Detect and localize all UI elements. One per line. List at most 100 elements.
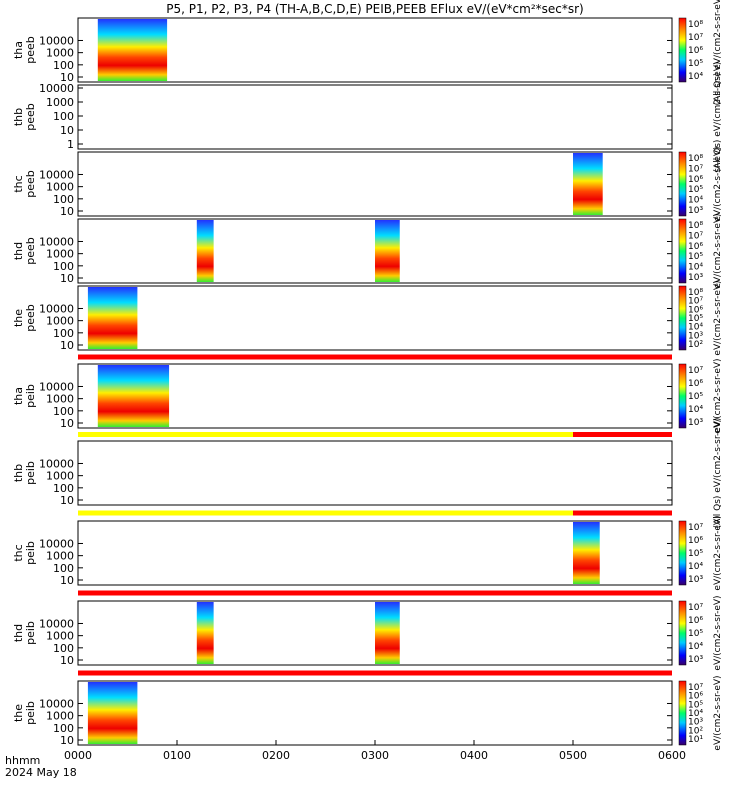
y-tick-label: 10000 [39, 537, 74, 550]
y-tick-label: 1000 [46, 315, 74, 328]
spectrogram-burst [375, 602, 400, 664]
colorbar-tick-label: 10⁸ [688, 20, 703, 30]
status-bar-segment [78, 510, 573, 516]
y-tick-label: 10 [60, 339, 74, 352]
colorbar-tick-label: 10⁷ [688, 231, 703, 241]
panel-frame [77, 218, 673, 284]
y-tick-label: 10 [60, 494, 74, 507]
y-tick-label: 10000 [39, 457, 74, 470]
panel-product-label: peeb [24, 103, 37, 131]
colorbar-label: eV/(cm2-s-sr-eV) [713, 213, 723, 288]
x-tick-label: 0400 [460, 749, 488, 762]
panel-product-label: peeb [24, 304, 37, 332]
panel-frame [77, 680, 673, 746]
panel-probe-label: tha [12, 387, 25, 405]
status-bar-segment [78, 670, 672, 676]
colorbar-tick-label: 10⁵ [688, 59, 703, 69]
colorbar-tick-label: 10³ [688, 718, 703, 728]
panel-frame [77, 151, 673, 217]
y-tick-label: 100 [53, 59, 74, 72]
panel-frame [77, 17, 673, 83]
y-tick-label: 1000 [46, 47, 74, 60]
y-tick-label: 100 [53, 722, 74, 735]
panel-product-label: peib [24, 461, 37, 485]
colorbar-label: eV/(cm2-s-sr-eV) [713, 280, 723, 355]
panel-probe-label: thc [12, 175, 25, 192]
colorbar-tick-label: 10¹ [688, 735, 703, 745]
panel-product-label: peib [24, 541, 37, 565]
y-tick-label: 10000 [39, 697, 74, 710]
colorbar-tick-label: 10³ [688, 331, 703, 341]
colorbar-tick-label: 10² [688, 726, 703, 736]
spectrogram-burst [87, 682, 138, 744]
spectrogram-burst [573, 522, 600, 584]
panel-frame [77, 440, 673, 506]
colorbar-tick-label: 10⁶ [688, 379, 703, 389]
colorbar-tick-label: 10⁸ [688, 154, 703, 164]
y-tick-label: 100 [53, 110, 74, 123]
y-tick-label: 1000 [46, 96, 74, 109]
colorbar-tick-label: 10⁷ [688, 164, 703, 174]
spectrogram-burst [87, 287, 138, 349]
status-bar-segment [78, 432, 573, 437]
colorbar [678, 218, 687, 284]
status-bar-segment [78, 590, 672, 596]
colorbar-tick-label: 10³ [688, 575, 703, 585]
colorbar-tick-label: 10⁴ [688, 196, 703, 206]
spectrogram-burst [375, 220, 400, 282]
panel-frame [77, 363, 673, 429]
y-tick-label: 1 [67, 138, 74, 151]
x-tick-label: 0500 [559, 749, 587, 762]
colorbar-tick-label: 10⁶ [688, 305, 703, 315]
y-tick-label: 1000 [46, 181, 74, 194]
status-bars-layer [78, 354, 672, 676]
panel-product-label: peib [24, 701, 37, 725]
colorbar-label: (All Qs) eV/(cm2-s-sr-eV) [713, 62, 723, 173]
colorbar-tick-label: 10³ [688, 273, 703, 283]
panel-probe-label: the [12, 309, 25, 327]
y-tick-label: 1000 [46, 630, 74, 643]
colorbar-tick-label: 10⁵ [688, 629, 703, 639]
colorbar-label: (All Qs) eV/(cm2-s-sr-eV) [713, 0, 723, 105]
colorbar-tick-label: 10³ [688, 655, 703, 665]
status-bar-segment [573, 432, 672, 437]
colorbar-tick-label: 10⁶ [688, 536, 703, 546]
colorbar-label: eV/(cm2-s-sr-eV) [713, 358, 723, 433]
colorbar-label: eV/(cm2-s-sr-eV) [713, 595, 723, 670]
colorbar-tick-label: 10⁷ [688, 366, 703, 376]
colorbar-tick-label: 10⁴ [688, 72, 703, 82]
y-tick-label: 10000 [39, 380, 74, 393]
colorbar-tick-label: 10⁵ [688, 185, 703, 195]
y-tick-label: 10 [60, 417, 74, 430]
y-tick-label: 1000 [46, 710, 74, 723]
y-tick-label: 10000 [39, 168, 74, 181]
colorbar-tick-label: 10⁵ [688, 392, 703, 402]
panel-probe-label: thd [12, 624, 25, 642]
y-tick-label: 10 [60, 574, 74, 587]
colorbar [678, 285, 687, 351]
colorbar-tick-label: 10⁴ [688, 323, 703, 333]
panel-product-label: peib [24, 621, 37, 645]
colorbar-label: eV/(cm2-s-sr-eV) [713, 675, 723, 750]
colorbar-tick-label: 10⁵ [688, 549, 703, 559]
colorbar-tick-label: 10⁴ [688, 405, 703, 415]
x-tick-label: 0300 [361, 749, 389, 762]
y-tick-label: 10 [60, 272, 74, 285]
x-axis: 0000 0100 0200 0300 0400 0500 0600 [64, 740, 686, 762]
y-tick-label: 10000 [39, 82, 74, 95]
colorbar-tick-label: 10⁷ [688, 603, 703, 613]
colorbar-tick-label: 10⁴ [688, 562, 703, 572]
y-tick-label: 10 [60, 654, 74, 667]
x-tick-label: 0100 [163, 749, 191, 762]
y-tick-label: 1000 [46, 393, 74, 406]
chart-title: P5, P1, P2, P3, P4 (TH-A,B,C,D,E) PEIB,P… [166, 2, 583, 16]
y-tick-label: 100 [53, 405, 74, 418]
colorbar-tick-label: 10⁷ [688, 523, 703, 533]
